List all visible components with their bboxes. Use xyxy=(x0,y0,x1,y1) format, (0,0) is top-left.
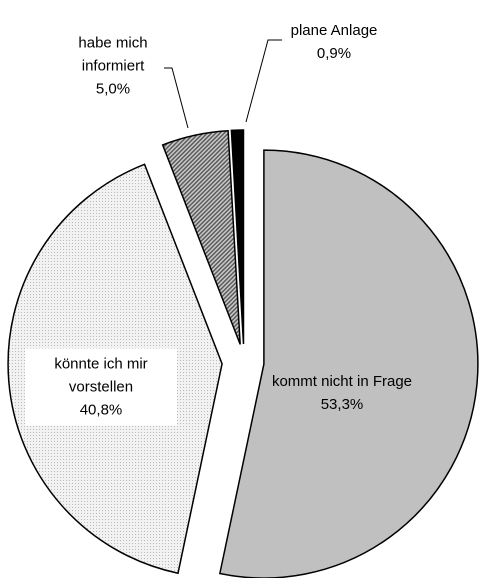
slice-label: habe mich informiert 5,0% xyxy=(53,32,173,101)
slice-label: könnte ich mir vorstellen 40,8% xyxy=(25,348,177,426)
value-label: 5,0% xyxy=(95,80,131,98)
slice-label: kommt nicht in Frage 53,3% xyxy=(267,370,417,416)
leader-line xyxy=(164,67,189,129)
pie-slice xyxy=(218,149,479,578)
pie-slice xyxy=(230,129,245,345)
pie-slice xyxy=(161,129,241,345)
category-name: kommt nicht in Frage xyxy=(271,373,413,390)
category-name: plane Anlage xyxy=(290,22,378,39)
category-name: habe mich informiert xyxy=(78,34,148,75)
leader-line xyxy=(245,39,282,123)
value-label: 0,9% xyxy=(316,45,352,62)
category-name: könnte ich mir vorstellen xyxy=(54,355,148,396)
value-label: 40,8% xyxy=(79,401,123,419)
slice-label: plane Anlage 0,9% xyxy=(264,19,404,65)
value-label: 53,3% xyxy=(320,396,364,413)
